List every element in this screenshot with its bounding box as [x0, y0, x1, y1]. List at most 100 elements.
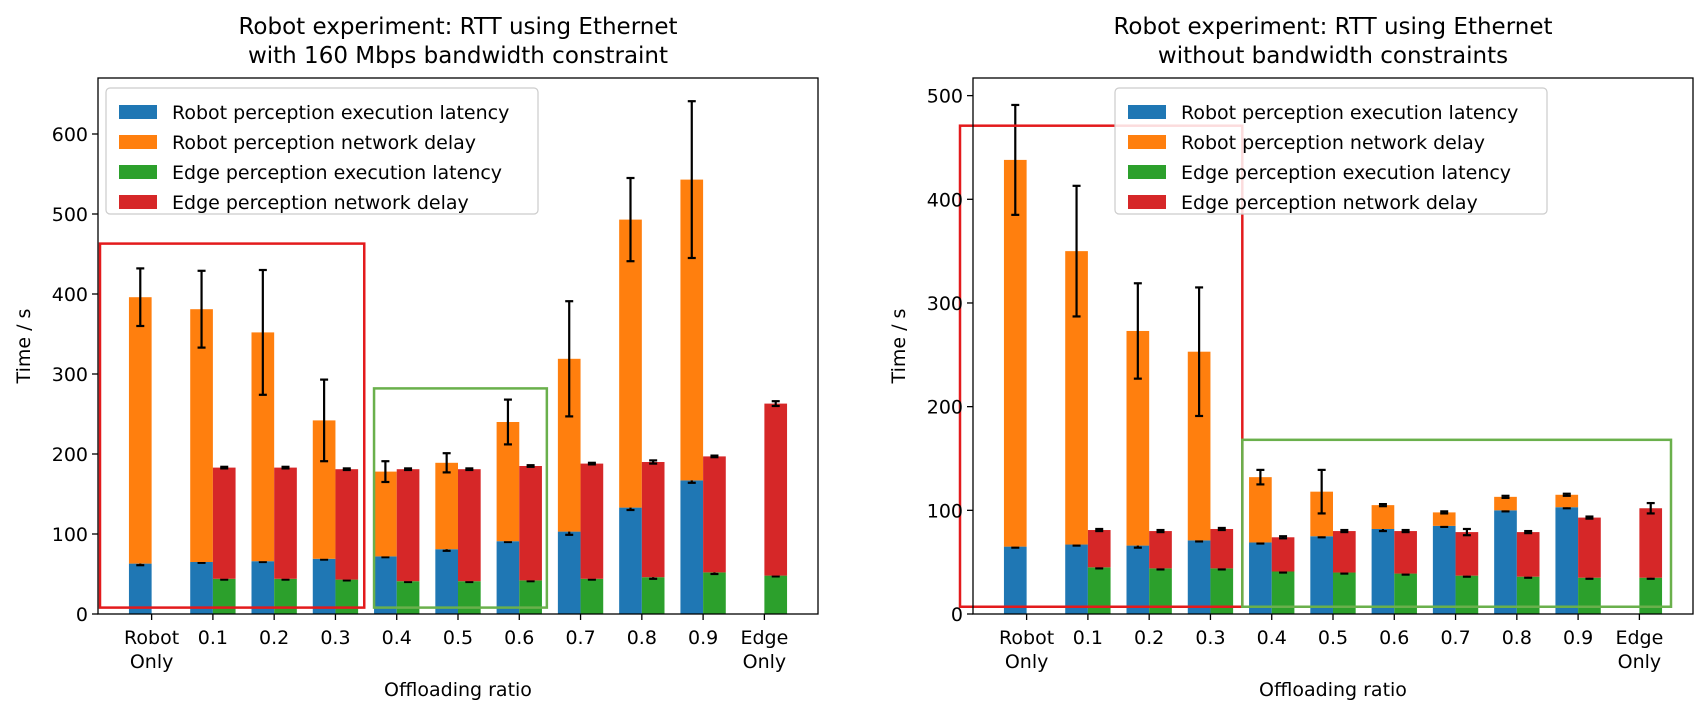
bar-edge-exec-8 [641, 577, 665, 614]
error-bar [1462, 527, 1471, 537]
bar-robot-net-8 [1494, 496, 1517, 511]
y-tick-label: 500 [927, 86, 963, 108]
bar-robot-exec-4 [374, 556, 397, 614]
bar-robot-net-9 [1555, 494, 1579, 508]
legend: Robot perception execution latency Robot … [1114, 87, 1548, 215]
y-tick-label: 400 [52, 284, 88, 306]
error-bar [626, 176, 635, 263]
highlight-box-red [98, 242, 366, 609]
bar-robot-exec-9 [680, 480, 704, 614]
bar-edge-exec-6 [519, 580, 542, 614]
error-bar [1217, 526, 1226, 532]
chart-title: Robot experiment: RTT using Ethernet with… [238, 14, 677, 69]
bar-edge-exec-2 [1149, 568, 1172, 614]
bar-robot-exec-0 [128, 563, 152, 614]
bar-robot-exec-3 [312, 558, 336, 614]
error-bar [1440, 510, 1449, 515]
error-bar [587, 461, 596, 466]
error-bar [1072, 184, 1081, 318]
legend-swatch [1128, 135, 1166, 149]
x-tick-label: Edge Only [1615, 627, 1663, 673]
legend-swatch [1128, 105, 1166, 119]
legend-label: Robot perception execution latency [1181, 102, 1518, 124]
bar-edge-net-2 [274, 467, 297, 579]
bar-robot-exec-6 [496, 541, 520, 614]
error-bar [381, 460, 390, 484]
bar-robot-exec-4 [1249, 542, 1272, 614]
x-tick-label: 0.5 [443, 627, 473, 649]
bar-robot-exec-7 [1432, 525, 1456, 614]
bar-edge-exec-3 [335, 579, 359, 614]
bar-robot-net-6 [1371, 505, 1395, 529]
bar-robot-exec-2 [1126, 545, 1150, 614]
chart-panel-1: 0 100 200 300 400 500 600 Robot Only 0.1 0.2 0.3 0.4… [13, 14, 819, 701]
legend-label: Robot perception execution latency [172, 102, 509, 124]
bar-edge-net-10 [764, 403, 788, 576]
legend-frame [1114, 87, 1548, 215]
error-bar [465, 467, 474, 472]
error-bar [687, 100, 696, 260]
error-bar [565, 300, 574, 418]
bar-robot-net-0 [128, 297, 152, 564]
bar-edge-net-4 [396, 469, 420, 582]
error-bar [281, 465, 290, 470]
legend-swatch [119, 135, 157, 149]
bar-edge-net-5 [458, 469, 481, 582]
error-bar [1378, 503, 1387, 508]
x-tick-label: 0.8 [627, 627, 657, 649]
error-bar [1279, 535, 1288, 540]
bar-edge-exec-10 [1639, 577, 1663, 614]
bar-edge-net-7 [1455, 532, 1479, 576]
bar-robot-exec-2 [251, 561, 275, 614]
error-bar [197, 269, 206, 349]
bar-robot-net-3 [312, 420, 336, 559]
y-tick-label: 100 [52, 524, 88, 546]
bar-robot-net-0 [1003, 159, 1027, 547]
legend-label: Robot perception network delay [1181, 132, 1485, 154]
error-bar [1585, 515, 1594, 520]
error-bar [1156, 528, 1165, 534]
highlight-box-green [1241, 438, 1673, 608]
bar-robot-net-7 [1432, 512, 1456, 526]
legend-swatch [119, 165, 157, 179]
bar-edge-net-6 [1394, 531, 1417, 574]
x-tick-label: Robot Only [999, 627, 1054, 673]
bar-edge-net-8 [1516, 532, 1540, 577]
bar-edge-exec-10 [764, 575, 788, 614]
x-tick-label: 0.7 [1440, 627, 1470, 649]
x-tick-label: 0.4 [1257, 627, 1287, 649]
legend-label: Robot perception network delay [172, 132, 476, 154]
y-tick-label: 600 [52, 124, 88, 146]
x-tick-label: 0.5 [1318, 627, 1348, 649]
x-tick-label: 0.6 [1379, 627, 1409, 649]
x-tick-label: 0.2 [1134, 627, 1164, 649]
bar-edge-exec-4 [396, 581, 420, 614]
bar-edge-exec-1 [212, 578, 236, 614]
error-bar [710, 454, 719, 459]
bar-robot-exec-9 [1555, 507, 1579, 614]
bar-edge-net-3 [335, 469, 359, 580]
bar-edge-net-3 [1210, 528, 1234, 569]
error-bar [1133, 282, 1142, 380]
chart-panel-2: 0 100 200 300 400 500 Robot Only 0.1 0.2 0.3 0.4 0.5… [888, 14, 1694, 701]
error-bar [136, 267, 145, 328]
x-tick-label: 0.8 [1502, 627, 1532, 649]
bar-edge-exec-7 [580, 578, 604, 614]
y-tick-label: 200 [52, 444, 88, 466]
bar-robot-net-8 [619, 219, 642, 508]
x-axis-label: Offloading ratio [1259, 679, 1407, 701]
error-bar [771, 400, 780, 408]
bar-robot-exec-6 [1371, 528, 1395, 614]
x-tick-label: Robot Only [124, 627, 179, 673]
error-bar [220, 465, 229, 470]
bar-robot-exec-3 [1187, 540, 1211, 614]
x-tick-label: 0.1 [198, 627, 228, 649]
x-tick-label: 0.3 [1195, 627, 1225, 649]
bar-robot-exec-1 [1065, 544, 1088, 614]
legend-label: Edge perception execution latency [172, 162, 502, 184]
y-axis-label: Time / s [888, 309, 910, 385]
error-bar [1562, 492, 1571, 497]
y-tick-label: 0 [951, 604, 963, 626]
bar-robot-net-3 [1187, 351, 1211, 541]
